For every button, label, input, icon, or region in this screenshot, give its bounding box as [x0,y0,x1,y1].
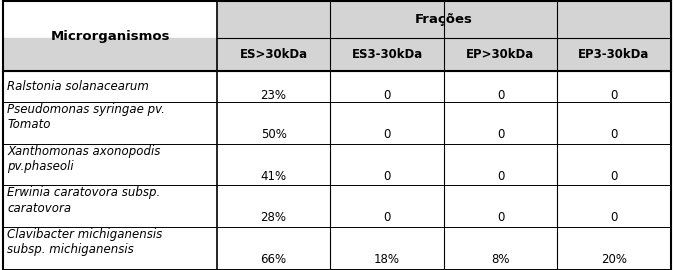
Text: 8%: 8% [491,253,510,266]
Text: 0: 0 [497,211,504,224]
Text: caratovora: caratovora [7,202,71,215]
Text: 0: 0 [497,128,504,141]
Text: 0: 0 [384,89,391,102]
Text: Erwinia caratovora subsp.: Erwinia caratovora subsp. [7,186,160,199]
Text: Frações: Frações [415,13,472,26]
Text: 50%: 50% [261,128,286,141]
Text: 0: 0 [497,89,504,102]
Text: EP>30kDa: EP>30kDa [466,48,534,61]
Text: 66%: 66% [261,253,286,266]
Text: ES3-30kDa: ES3-30kDa [351,48,423,61]
Text: 41%: 41% [261,170,286,183]
Text: 0: 0 [384,128,391,141]
Text: 0: 0 [610,89,617,102]
Text: Microrganismos: Microrganismos [51,30,170,43]
Text: pv.phaseoli: pv.phaseoli [7,160,74,173]
Text: 0: 0 [610,170,617,183]
Text: 23%: 23% [261,89,286,102]
Text: 0: 0 [384,211,391,224]
Text: 20%: 20% [601,253,627,266]
Text: Tomato: Tomato [7,119,51,131]
Text: ES>30kDa: ES>30kDa [239,48,307,61]
Text: 0: 0 [497,170,504,183]
Text: Ralstonia solanacearum: Ralstonia solanacearum [7,80,149,93]
Text: EP3-30kDa: EP3-30kDa [578,48,650,61]
Text: 18%: 18% [374,253,400,266]
Text: 28%: 28% [261,211,286,224]
Text: subsp. michiganensis: subsp. michiganensis [7,244,134,256]
Text: Clavibacter michiganensis: Clavibacter michiganensis [7,228,162,241]
Text: 0: 0 [610,128,617,141]
Text: 0: 0 [384,170,391,183]
Text: Xanthomonas axonopodis: Xanthomonas axonopodis [7,145,161,158]
Text: 0: 0 [610,211,617,224]
Text: Pseudomonas syringae pv.: Pseudomonas syringae pv. [7,103,165,116]
